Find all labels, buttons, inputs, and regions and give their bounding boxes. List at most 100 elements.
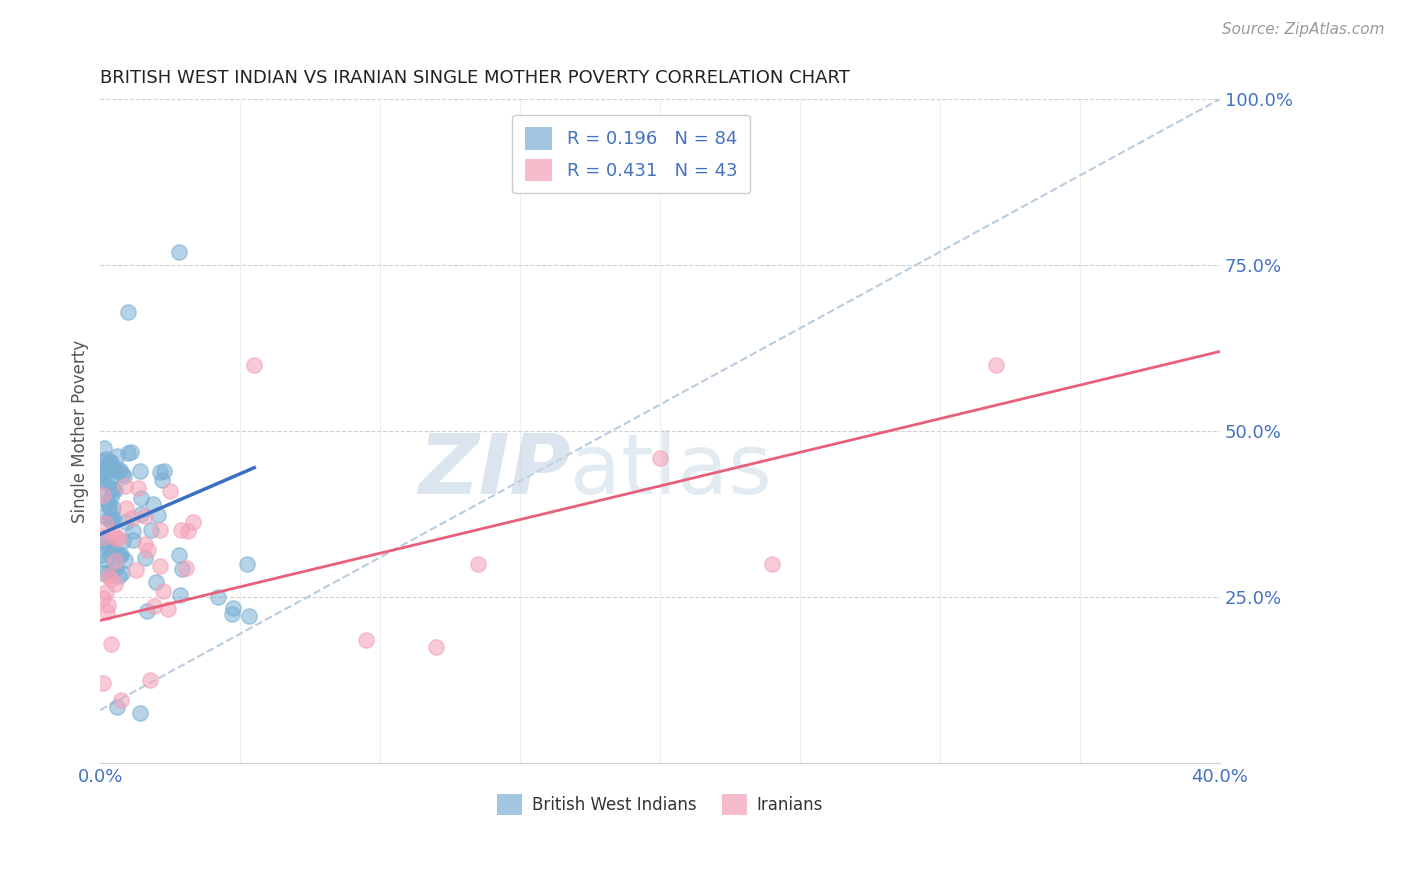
- Point: [139, 523, 162, 537]
- Point: [145, 574, 167, 589]
- Point: [156, 602, 179, 616]
- Legend: British West Indians, Iranians: British West Indians, Iranians: [491, 788, 830, 822]
- Point: [243, 358, 266, 372]
- Point: [94, 452, 117, 467]
- Point: [96, 533, 118, 547]
- Point: [117, 304, 139, 318]
- Point: [93, 441, 115, 455]
- Point: [108, 464, 131, 478]
- Point: [112, 469, 135, 483]
- Point: [139, 673, 162, 687]
- Point: [134, 550, 156, 565]
- Point: [122, 524, 145, 538]
- Point: [101, 525, 124, 540]
- Point: [97, 460, 120, 475]
- Point: [136, 603, 159, 617]
- Point: [91, 487, 114, 501]
- Point: [101, 482, 124, 496]
- Point: [104, 554, 127, 568]
- Point: [134, 537, 156, 551]
- Point: [121, 511, 143, 525]
- Point: [146, 508, 169, 523]
- Point: [142, 497, 165, 511]
- Point: [984, 358, 1007, 372]
- Point: [101, 461, 124, 475]
- Point: [129, 507, 152, 521]
- Point: [149, 559, 172, 574]
- Point: [98, 510, 121, 524]
- Point: [108, 549, 131, 563]
- Point: [110, 693, 132, 707]
- Point: [207, 591, 229, 605]
- Point: [222, 600, 245, 615]
- Point: [172, 562, 194, 576]
- Point: [90, 475, 112, 489]
- Point: [761, 557, 783, 571]
- Text: Source: ZipAtlas.com: Source: ZipAtlas.com: [1222, 22, 1385, 37]
- Point: [110, 463, 132, 477]
- Text: ZIP: ZIP: [418, 431, 571, 511]
- Point: [97, 598, 120, 612]
- Point: [97, 494, 120, 508]
- Point: [100, 515, 122, 529]
- Point: [105, 699, 128, 714]
- Point: [159, 484, 181, 499]
- Point: [111, 467, 134, 482]
- Point: [152, 473, 174, 487]
- Y-axis label: Single Mother Poverty: Single Mother Poverty: [72, 340, 89, 523]
- Point: [94, 533, 117, 548]
- Point: [114, 553, 136, 567]
- Point: [100, 572, 122, 586]
- Point: [104, 463, 127, 477]
- Point: [111, 566, 134, 580]
- Point: [105, 531, 128, 545]
- Point: [98, 548, 121, 562]
- Point: [97, 565, 120, 579]
- Point: [100, 563, 122, 577]
- Point: [100, 541, 122, 555]
- Point: [91, 530, 114, 544]
- Point: [90, 454, 112, 468]
- Point: [97, 499, 120, 513]
- Point: [467, 557, 489, 571]
- Point: [105, 450, 128, 464]
- Point: [354, 633, 377, 648]
- Point: [221, 607, 243, 621]
- Point: [125, 563, 148, 577]
- Point: [129, 464, 152, 478]
- Point: [128, 706, 150, 721]
- Point: [129, 491, 152, 505]
- Point: [90, 483, 112, 497]
- Point: [98, 511, 121, 525]
- Point: [104, 561, 127, 575]
- Point: [127, 481, 149, 495]
- Point: [93, 465, 115, 479]
- Point: [120, 445, 142, 459]
- Point: [96, 585, 118, 599]
- Point: [100, 637, 122, 651]
- Point: [93, 462, 115, 476]
- Point: [94, 552, 117, 566]
- Point: [112, 533, 135, 548]
- Point: [149, 465, 172, 479]
- Point: [107, 531, 129, 545]
- Point: [90, 467, 112, 481]
- Point: [136, 543, 159, 558]
- Point: [174, 561, 197, 575]
- Point: [115, 501, 138, 516]
- Point: [114, 515, 136, 529]
- Point: [93, 508, 115, 523]
- Point: [104, 577, 127, 591]
- Point: [91, 458, 114, 472]
- Point: [96, 605, 118, 619]
- Point: [93, 516, 115, 530]
- Text: BRITISH WEST INDIAN VS IRANIAN SINGLE MOTHER POVERTY CORRELATION CHART: BRITISH WEST INDIAN VS IRANIAN SINGLE MO…: [100, 69, 851, 87]
- Point: [238, 608, 260, 623]
- Point: [648, 450, 671, 465]
- Point: [235, 558, 257, 572]
- Point: [91, 474, 114, 488]
- Point: [91, 591, 114, 605]
- Point: [101, 481, 124, 495]
- Point: [97, 467, 120, 481]
- Point: [91, 676, 114, 690]
